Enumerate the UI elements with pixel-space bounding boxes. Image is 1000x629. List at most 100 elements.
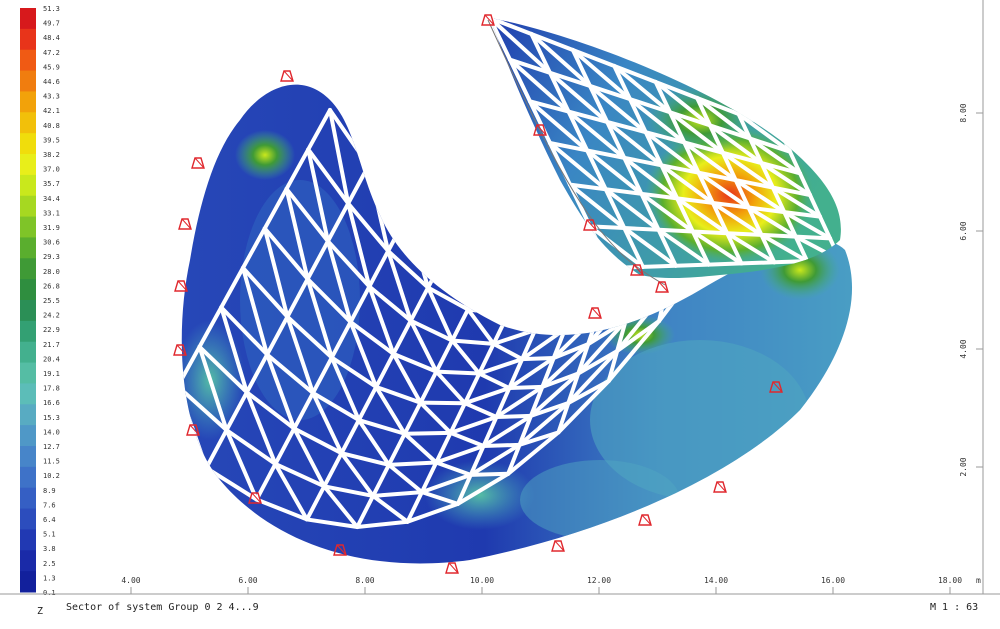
mesh-member <box>455 471 511 506</box>
mesh-member <box>793 234 832 241</box>
mesh-member <box>408 318 455 343</box>
mesh-member <box>548 70 571 114</box>
mesh-member <box>265 314 290 357</box>
mesh-member <box>706 261 744 267</box>
legend-swatch <box>20 550 36 572</box>
support-shape <box>658 281 669 293</box>
mesh-member <box>733 178 775 190</box>
mesh-member <box>712 84 750 101</box>
y-tick-label: 4.00 <box>959 339 968 358</box>
mesh-member <box>434 369 467 406</box>
mesh-member <box>682 140 738 183</box>
y-tick-label: 2.00 <box>959 457 968 476</box>
mesh-member <box>773 112 782 131</box>
mesh-member <box>588 83 632 102</box>
mesh-member <box>408 285 431 323</box>
mesh-member <box>348 320 396 356</box>
mesh-member <box>305 276 334 360</box>
mesh-member <box>528 99 571 114</box>
mesh-member <box>818 214 832 241</box>
mesh-member <box>241 265 290 319</box>
mesh-member <box>690 229 744 266</box>
mesh-member <box>540 342 591 389</box>
mesh-member <box>348 284 372 325</box>
mesh-member <box>745 84 790 101</box>
mesh-member <box>622 155 664 168</box>
mesh-member <box>284 186 310 281</box>
mesh-member <box>466 276 486 312</box>
mesh-member <box>367 284 396 356</box>
color-legend: 51.3 49.7 48.4 47.2 45.9 44.6 43.3 42.1 40.8 39.5… <box>20 5 60 597</box>
mesh-member <box>815 88 822 97</box>
mesh-member <box>818 84 825 92</box>
support-icon <box>248 492 262 504</box>
support-shape <box>194 157 205 169</box>
mesh-member <box>402 431 439 465</box>
mesh-member <box>675 196 695 234</box>
legend-swatch <box>20 237 36 259</box>
support-shape <box>481 14 495 26</box>
mesh-member <box>574 269 590 303</box>
mesh-member <box>813 93 820 102</box>
support-shape <box>191 157 205 169</box>
mesh-member <box>808 193 822 219</box>
mesh-member <box>739 260 777 266</box>
mesh-member <box>481 276 510 317</box>
mesh-member <box>770 185 822 219</box>
x-axis-ticks: 4.00 6.00 8.00 10.00 12.00 14.00 16.00 18.00 m <box>121 576 981 594</box>
legend-swatch <box>20 320 36 343</box>
mesh-member <box>346 201 372 289</box>
mesh-member <box>481 442 522 448</box>
mesh-member <box>556 400 571 435</box>
mesh-member <box>736 112 792 154</box>
legend-swatch <box>20 446 36 468</box>
footer-caption: Sector of system Group 0 2 4...9 <box>66 602 259 613</box>
legend-swatch <box>20 487 36 510</box>
mesh-member <box>197 344 249 395</box>
mesh-member <box>548 141 608 192</box>
legend-swatch <box>20 279 36 301</box>
mesh-member <box>588 224 645 269</box>
legend-swatch <box>20 404 36 426</box>
mesh-member <box>740 98 786 123</box>
mesh-member <box>419 472 473 495</box>
mesh-member <box>224 428 278 466</box>
mesh-member <box>820 84 827 87</box>
legend-label: 3.8 <box>43 545 56 553</box>
mesh-member <box>285 314 334 360</box>
mesh-member <box>450 338 482 376</box>
mesh-member <box>585 148 644 196</box>
support-icon <box>533 124 547 136</box>
mesh-member <box>356 384 379 423</box>
mesh-member <box>770 185 787 215</box>
mesh-member <box>418 400 453 435</box>
mesh-member <box>507 357 525 391</box>
support-icon <box>551 540 565 552</box>
mesh-member <box>828 70 831 75</box>
legend-label: 35.7 <box>43 180 60 188</box>
mesh-member <box>506 442 522 476</box>
mesh-member <box>273 461 327 489</box>
mesh-member <box>659 163 680 201</box>
mesh-member <box>325 239 372 289</box>
mesh-member <box>588 83 610 124</box>
mesh-member <box>628 97 648 135</box>
mesh-member <box>371 490 424 498</box>
mesh-member <box>605 253 620 288</box>
legend-swatch <box>20 70 36 92</box>
mesh-member <box>759 161 812 197</box>
mesh-member <box>528 99 552 145</box>
mesh-member <box>558 269 590 275</box>
mesh-member <box>782 210 822 219</box>
mesh-member <box>348 320 379 389</box>
legend-label: 20.4 <box>43 355 60 363</box>
mesh-member <box>520 355 556 362</box>
mesh-member <box>781 84 790 103</box>
support-shape <box>280 70 294 82</box>
support-icon <box>481 14 495 26</box>
mesh-member <box>374 351 396 389</box>
mesh-member <box>244 390 278 466</box>
mesh-member <box>371 493 410 524</box>
mesh-member <box>418 369 439 405</box>
